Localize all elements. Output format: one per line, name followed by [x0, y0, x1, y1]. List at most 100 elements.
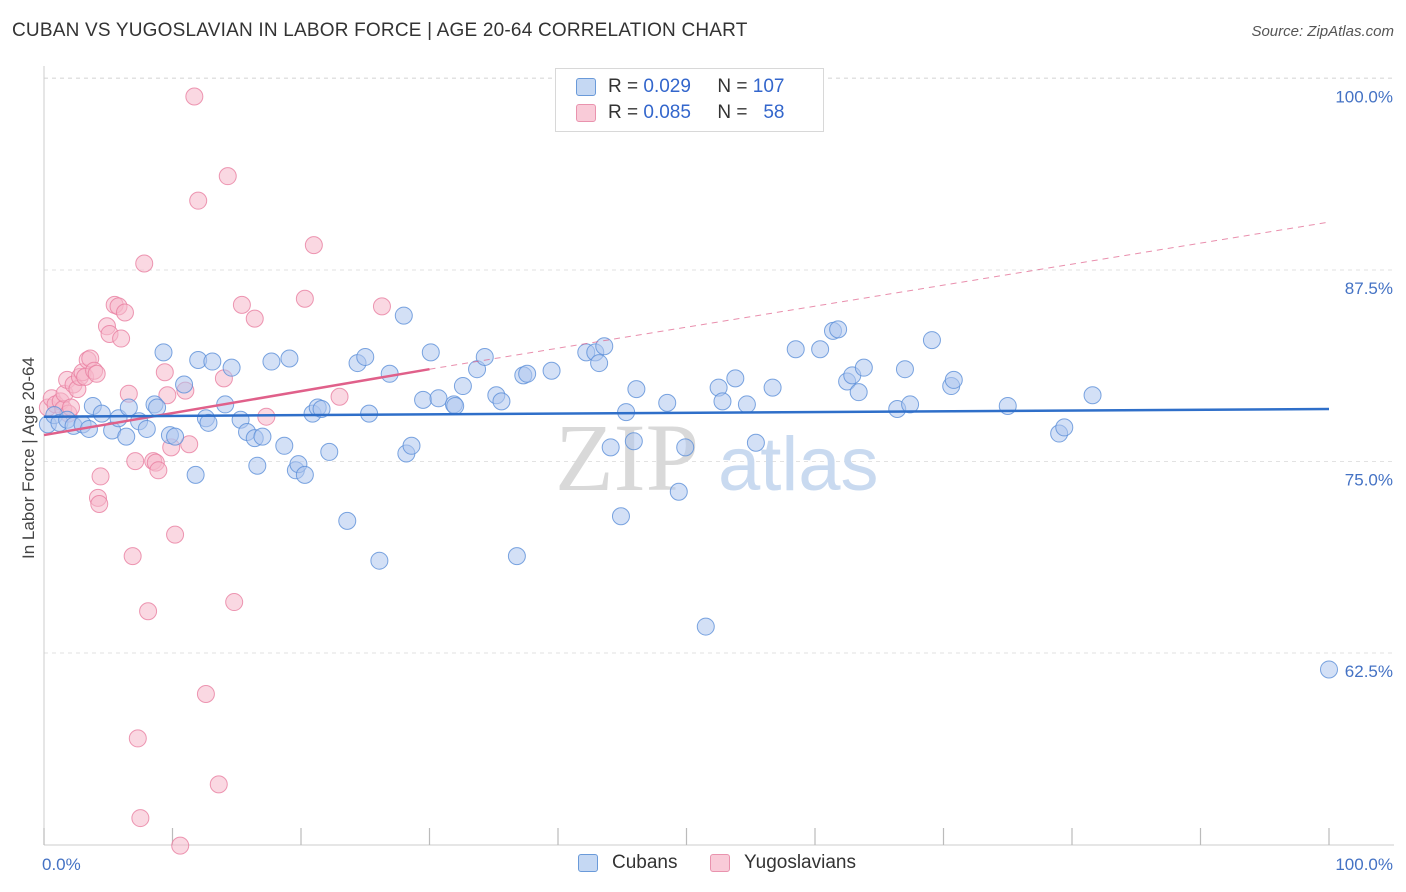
- cubans-r-value: 0.029: [643, 76, 691, 97]
- r-label: R =: [608, 76, 639, 97]
- yugoslavians-point: [128, 729, 147, 748]
- cubans-point: [676, 438, 695, 457]
- cubans-point: [1055, 418, 1074, 437]
- yugoslavians-point: [330, 387, 349, 406]
- yugoslavians-point: [196, 684, 215, 703]
- yugoslavians-point: [171, 836, 190, 855]
- yugoslavians-point: [232, 295, 251, 314]
- cubans-point: [280, 349, 299, 368]
- cubans-point: [901, 395, 920, 414]
- yugoslavians-swatch: [576, 104, 596, 122]
- cubans-trend-line: [43, 407, 1330, 418]
- axes: [43, 66, 1394, 846]
- y-axis-label: In Labor Force | Age 20-64: [19, 357, 38, 559]
- legend-label-yugoslavians: Yugoslavians: [744, 852, 856, 873]
- yugoslavians-point: [139, 602, 158, 621]
- yugoslavians-point: [257, 407, 276, 426]
- n-label: N =: [717, 102, 748, 123]
- cubans-swatch: [576, 78, 596, 96]
- cubans-point: [429, 389, 448, 408]
- cubans-point: [414, 390, 433, 409]
- yugoslavians-point: [225, 593, 244, 612]
- correlation-legend: R = 0.029 N = 107 R = 0.085 N = 58: [555, 68, 824, 132]
- cubans-point: [186, 465, 205, 484]
- cubans-n-value: 107: [752, 76, 785, 97]
- y-tick-label: 62.5%: [1345, 662, 1393, 681]
- cubans-point: [275, 436, 294, 455]
- cubans-point: [475, 347, 494, 366]
- cubans-point: [421, 343, 440, 362]
- cubans-point: [370, 551, 389, 570]
- cubans-point: [595, 337, 614, 356]
- yugoslavians-point: [180, 435, 199, 454]
- cubans-point: [148, 398, 167, 417]
- cubans-point: [895, 360, 914, 379]
- yugoslavians-point: [149, 461, 168, 480]
- cubans-point: [746, 433, 765, 452]
- cubans-point: [849, 383, 868, 402]
- yugoslavians-point: [185, 87, 204, 106]
- yugoslavians-point: [158, 386, 177, 405]
- cubans-point: [320, 442, 339, 461]
- cubans-point: [175, 375, 194, 394]
- cubans-point: [669, 482, 688, 501]
- cubans-point: [1083, 386, 1102, 405]
- yugoslavians-point: [218, 167, 237, 186]
- legend-item-cubans[interactable]: Cubans: [578, 852, 678, 874]
- yugoslavians-point: [245, 309, 264, 328]
- yugoslavians-point: [90, 495, 109, 514]
- yugoslavians-point: [126, 452, 145, 471]
- cubans-point: [312, 400, 331, 419]
- cubans-point: [262, 352, 281, 371]
- trend-lines: [43, 221, 1330, 437]
- cubans-point: [92, 404, 111, 423]
- tick-labels: 100.0% 87.5% 75.0% 62.5% 0.0% 100.0%: [42, 88, 1393, 875]
- cubans-point: [786, 340, 805, 359]
- series-legend: Cubans Yugoslavians: [0, 852, 1406, 878]
- cubans-point: [713, 392, 732, 411]
- cubans-point: [507, 547, 526, 566]
- cubans-point: [203, 352, 222, 371]
- cubans-point: [763, 378, 782, 397]
- r-label: R =: [608, 102, 639, 123]
- cubans-point: [829, 320, 848, 339]
- legend-row-cubans: R = 0.029 N = 107: [576, 75, 784, 99]
- cubans-point: [624, 432, 643, 451]
- yugoslavians-point: [91, 467, 110, 486]
- yugoslavians-trend-extension: [429, 221, 1330, 370]
- yugoslavians-point: [155, 363, 174, 382]
- cubans-point: [199, 413, 218, 432]
- cubans-point: [394, 306, 413, 325]
- cubans-legend-swatch: [578, 854, 598, 872]
- cubans-point: [248, 456, 267, 475]
- yugoslavians-series: [38, 87, 391, 855]
- yugoslavians-point: [372, 297, 391, 316]
- cubans-point: [492, 392, 511, 411]
- cubans-point: [295, 465, 314, 484]
- yugoslavians-point: [209, 775, 228, 794]
- cubans-point: [696, 617, 715, 636]
- yugoslavians-point: [189, 191, 208, 210]
- y-tick-label: 75.0%: [1345, 471, 1393, 490]
- cubans-point: [627, 380, 646, 399]
- yugoslavians-point: [135, 254, 154, 273]
- cubans-point: [253, 427, 272, 446]
- n-label: N =: [717, 76, 748, 97]
- cubans-point: [166, 427, 185, 446]
- cubans-point: [154, 343, 173, 362]
- yugoslavians-point: [87, 364, 106, 383]
- cubans-point: [542, 361, 561, 380]
- chart-title: CUBAN VS YUGOSLAVIAN IN LABOR FORCE | AG…: [12, 20, 748, 41]
- cubans-point: [726, 369, 745, 388]
- yugoslavians-legend-swatch: [710, 854, 730, 872]
- cubans-point: [922, 331, 941, 350]
- yugoslavians-point: [295, 289, 314, 308]
- cubans-point: [611, 507, 630, 526]
- yugoslavians-point: [166, 525, 185, 544]
- cubans-point: [854, 358, 873, 377]
- yugoslavians-point: [304, 236, 323, 255]
- yugoslavians-n-value: 58: [763, 102, 785, 123]
- cubans-point: [944, 370, 963, 389]
- legend-item-yugoslavians[interactable]: Yugoslavians: [710, 852, 856, 874]
